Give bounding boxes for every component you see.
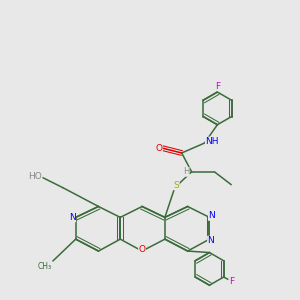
Text: F: F bbox=[215, 82, 220, 91]
Text: NH: NH bbox=[206, 137, 219, 146]
Text: HO: HO bbox=[28, 172, 41, 181]
Text: O: O bbox=[139, 245, 145, 254]
Text: N: N bbox=[208, 212, 215, 220]
Text: CH₃: CH₃ bbox=[37, 262, 51, 272]
Text: F: F bbox=[229, 277, 234, 286]
Text: S: S bbox=[173, 181, 179, 190]
Text: H: H bbox=[183, 167, 189, 176]
Text: O: O bbox=[155, 143, 162, 152]
Text: N: N bbox=[69, 213, 76, 222]
Text: N: N bbox=[208, 236, 214, 245]
